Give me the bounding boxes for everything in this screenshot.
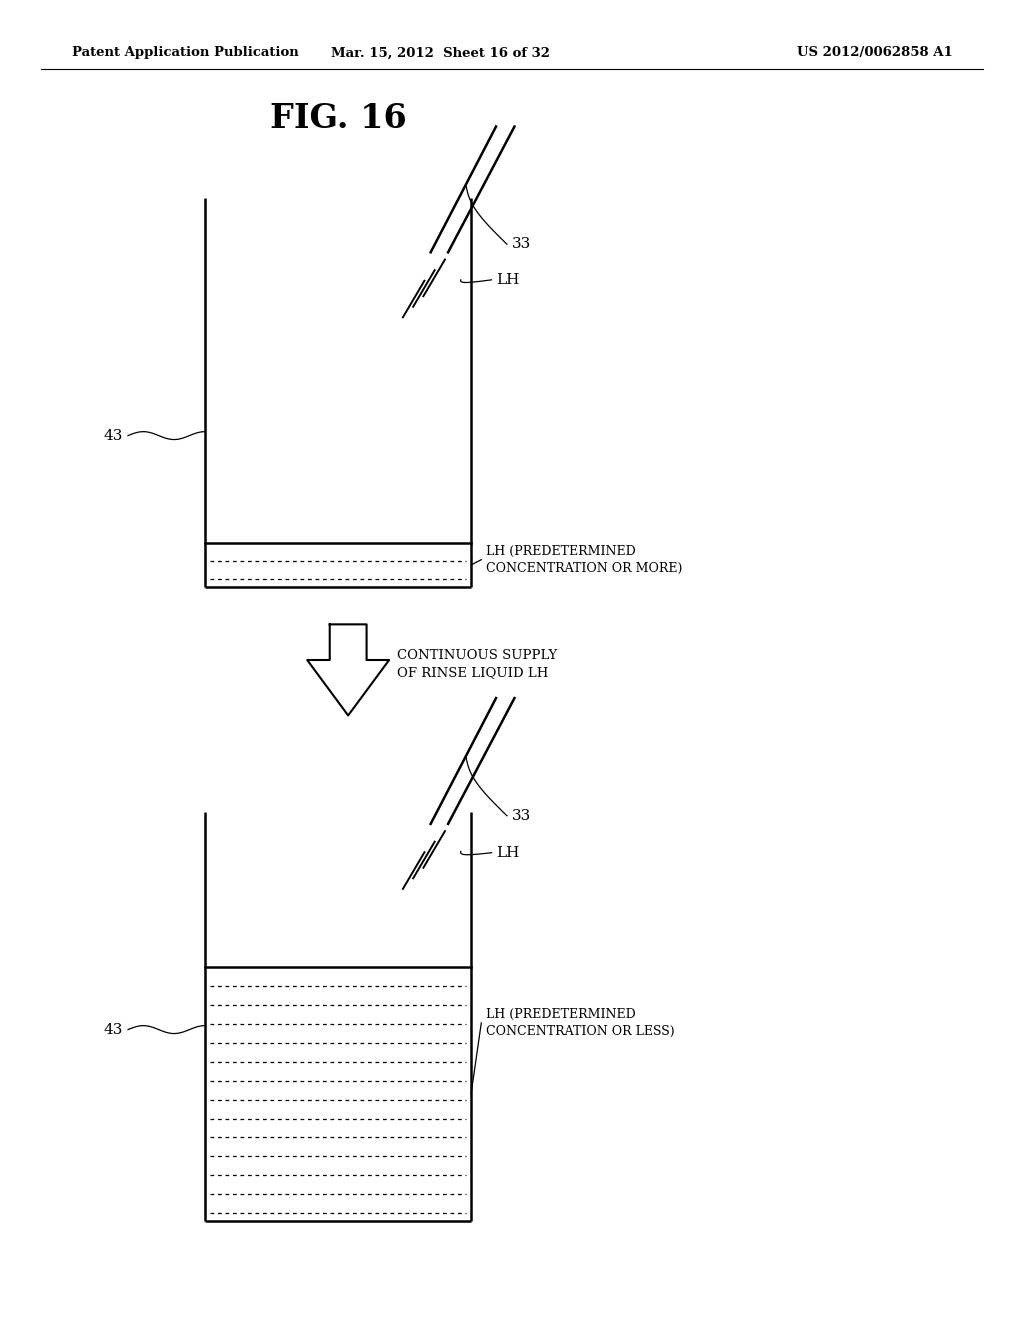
Text: 43: 43: [103, 429, 123, 442]
Text: Mar. 15, 2012  Sheet 16 of 32: Mar. 15, 2012 Sheet 16 of 32: [331, 46, 550, 59]
Text: 33: 33: [512, 809, 531, 822]
Text: FIG. 16: FIG. 16: [269, 103, 407, 135]
Text: 43: 43: [103, 1023, 123, 1036]
Text: Patent Application Publication: Patent Application Publication: [72, 46, 298, 59]
Text: LH: LH: [497, 846, 520, 859]
Text: LH: LH: [497, 273, 520, 286]
Text: 33: 33: [512, 238, 531, 251]
Text: LH (PREDETERMINED
CONCENTRATION OR LESS): LH (PREDETERMINED CONCENTRATION OR LESS): [486, 1008, 675, 1038]
Text: LH (PREDETERMINED
CONCENTRATION OR MORE): LH (PREDETERMINED CONCENTRATION OR MORE): [486, 545, 683, 574]
Text: CONTINUOUS SUPPLY
OF RINSE LIQUID LH: CONTINUOUS SUPPLY OF RINSE LIQUID LH: [397, 649, 557, 678]
Text: US 2012/0062858 A1: US 2012/0062858 A1: [797, 46, 952, 59]
